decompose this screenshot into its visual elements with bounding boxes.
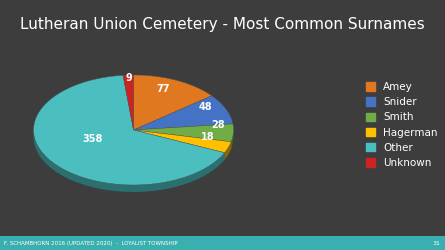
Polygon shape [231, 124, 234, 149]
Polygon shape [123, 75, 134, 130]
Text: 9: 9 [126, 73, 133, 83]
Polygon shape [33, 127, 225, 192]
Polygon shape [134, 75, 212, 130]
Text: 18: 18 [201, 132, 214, 141]
Polygon shape [134, 130, 231, 149]
Polygon shape [134, 124, 234, 142]
Polygon shape [33, 75, 225, 185]
Text: 31: 31 [433, 241, 441, 246]
Polygon shape [134, 124, 233, 137]
Text: Lutheran Union Cemetery - Most Common Surnames: Lutheran Union Cemetery - Most Common Su… [20, 18, 425, 32]
Polygon shape [134, 96, 233, 130]
Polygon shape [134, 124, 233, 137]
Text: F. SCHAMBHORN 2016 (UPDATED 2020)  -  LOYALIST TOWNSHIP: F. SCHAMBHORN 2016 (UPDATED 2020) - LOYA… [4, 241, 178, 246]
Text: 77: 77 [156, 84, 170, 94]
Polygon shape [134, 130, 225, 160]
Polygon shape [134, 130, 231, 149]
Legend: Amey, Snider, Smith, Hagerman, Other, Unknown: Amey, Snider, Smith, Hagerman, Other, Un… [364, 80, 440, 170]
Polygon shape [134, 130, 231, 153]
Polygon shape [225, 142, 231, 160]
Polygon shape [134, 130, 225, 160]
Text: 48: 48 [199, 102, 212, 112]
Text: 28: 28 [211, 120, 225, 130]
Text: 358: 358 [83, 134, 103, 144]
